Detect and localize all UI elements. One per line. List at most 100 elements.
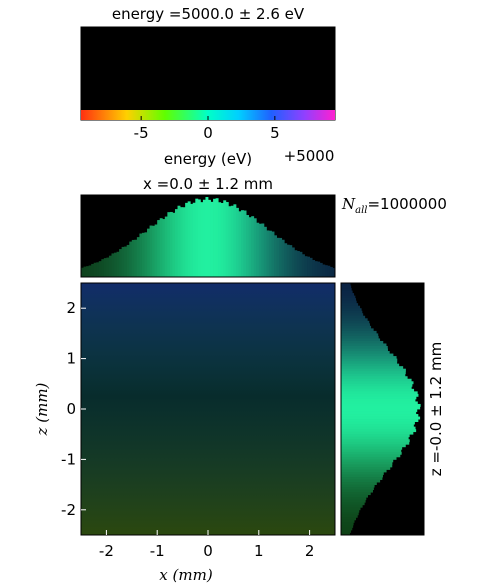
energy-bar	[131, 102, 134, 110]
x-hist-bar	[169, 211, 173, 277]
z-hist-bar	[341, 532, 350, 536]
energy-bar	[207, 30, 210, 110]
z-hist-title: z =-0.0 ± 1.2 mm	[427, 342, 445, 476]
x-hist-bar	[162, 219, 166, 277]
x-hist-bar	[139, 233, 143, 277]
x-hist-bar	[284, 243, 288, 277]
z-hist-bar	[341, 351, 390, 354]
energy-xlabel: energy (eV)	[164, 150, 252, 168]
energy-bar	[197, 33, 200, 110]
x-hist-bar	[223, 200, 227, 277]
z-hist-bar	[341, 504, 363, 508]
x-hist-bar	[182, 207, 186, 277]
z-hist-bar	[341, 461, 393, 465]
z-hist-bar	[341, 439, 410, 443]
energy-bar	[301, 107, 304, 110]
z-hist-bar	[341, 338, 381, 342]
x-hist-bar	[208, 199, 211, 277]
z-hist-bar	[341, 313, 364, 317]
z-hist-bar	[341, 519, 355, 523]
map-xticks: -2 -1 0 1 2	[99, 530, 314, 560]
map-ytick-label: 1	[66, 350, 76, 368]
x-hist-bar	[126, 244, 130, 277]
energy-bar	[115, 107, 118, 110]
x-hist-bar	[91, 263, 95, 277]
energy-bar	[145, 93, 148, 110]
x-hist-bar	[294, 250, 298, 277]
energy-bar	[195, 34, 198, 110]
energy-bar	[185, 44, 188, 110]
x-hist-bar	[195, 198, 199, 277]
x-hist-bar	[235, 207, 239, 277]
energy-bar	[159, 79, 162, 110]
energy-colorbar	[81, 110, 335, 120]
z-hist-bar	[341, 489, 373, 493]
energy-xtick-label: 0	[203, 124, 213, 142]
energy-bar	[149, 90, 152, 110]
x-hist-bar	[241, 210, 244, 277]
z-hist-bar	[341, 373, 406, 377]
x-hist-bar	[180, 207, 183, 277]
map-xtick-label: -1	[150, 542, 165, 560]
x-hist-bar	[152, 225, 156, 277]
z-hist-bar	[341, 441, 410, 445]
energy-bar	[199, 32, 202, 111]
x-hist-bar	[187, 201, 191, 277]
x-hist-bar	[154, 224, 158, 277]
energy-bar	[287, 104, 290, 110]
energy-bar	[315, 109, 318, 110]
energy-bar	[229, 44, 232, 110]
energy-bar	[221, 36, 224, 111]
z-hist-bar	[341, 524, 354, 528]
n-all-value: =1000000	[367, 195, 446, 213]
z-hist-bar	[341, 497, 367, 501]
x-hist-bar	[263, 226, 267, 277]
x-hist-bar	[246, 215, 250, 277]
z-hist-bar	[341, 436, 409, 440]
x-hist-bar	[172, 212, 176, 277]
z-hist-bar	[341, 371, 406, 375]
x-hist-bar	[157, 220, 161, 277]
x-hist-bar	[185, 202, 189, 277]
z-hist-bar	[341, 514, 358, 518]
x-hist-bar	[276, 237, 280, 277]
energy-bar	[295, 106, 298, 110]
energy-bar	[189, 40, 192, 110]
energy-bar	[265, 90, 268, 110]
energy-bar	[111, 108, 114, 110]
energy-bar	[273, 96, 276, 110]
energy-bar	[121, 106, 124, 110]
map-xtick-label: 2	[305, 542, 315, 560]
x-hist-bars	[81, 197, 336, 277]
z-hist-bar	[341, 288, 352, 291]
x-hist-bar	[210, 201, 214, 277]
energy-bar	[231, 46, 234, 110]
x-hist-bar	[243, 210, 247, 277]
energy-bar	[141, 96, 144, 110]
z-hist-bar	[341, 477, 383, 480]
z-hist-bar	[341, 305, 361, 309]
energy-bar	[119, 106, 122, 110]
x-hist-bar	[279, 237, 283, 277]
energy-bar	[285, 103, 288, 110]
energy-bar	[309, 108, 312, 110]
z-hist-bar	[341, 293, 355, 296]
x-hist-bar	[103, 258, 107, 277]
energy-bar	[137, 99, 140, 110]
energy-bar	[289, 105, 292, 110]
x-hist-bar	[327, 265, 331, 277]
map-xtick-label: -2	[99, 542, 114, 560]
x-hist-bar	[96, 262, 100, 277]
energy-bar	[303, 108, 306, 110]
energy-xtick-label: -5	[134, 124, 149, 142]
x-hist-bar	[116, 251, 120, 277]
x-hist-bar	[190, 203, 194, 277]
energy-bar	[123, 105, 126, 110]
energy-bar	[201, 31, 204, 110]
x-hist-bar	[281, 239, 285, 277]
z-hist-bar	[341, 348, 388, 352]
z-hist-bar	[341, 487, 374, 491]
z-hist-bar	[341, 494, 368, 498]
x-hist-bar	[200, 202, 204, 277]
energy-bar	[263, 88, 266, 110]
